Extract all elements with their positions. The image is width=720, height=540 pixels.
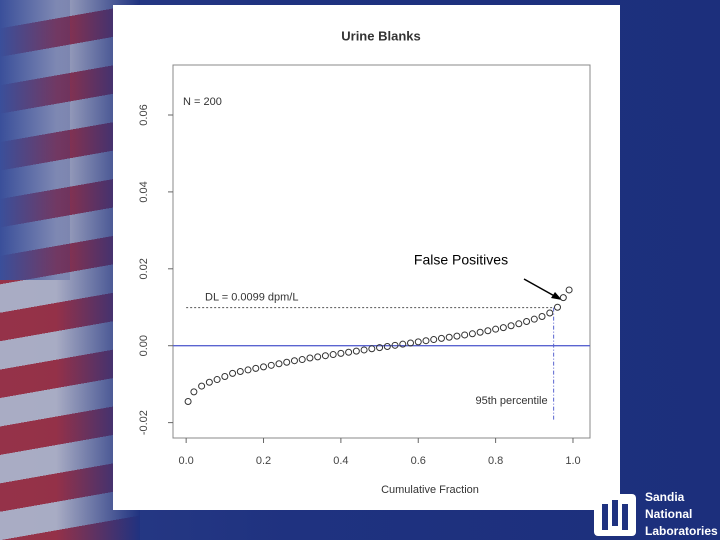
x-tick-label: 0.8 (488, 455, 503, 467)
x-tick-label: 1.0 (565, 455, 580, 467)
y-tick-label: 0.06 (138, 104, 150, 125)
point (205, 378, 213, 386)
x-tick-label: 0.2 (256, 455, 271, 467)
point (184, 397, 192, 405)
point (260, 363, 268, 371)
point (407, 339, 415, 347)
point (321, 352, 329, 360)
point (391, 341, 399, 349)
point (252, 364, 260, 372)
point (445, 333, 453, 341)
y-tick-label: -0.02 (138, 410, 150, 435)
point (337, 349, 345, 357)
point (453, 332, 461, 340)
y-tick-label: 0.04 (138, 181, 150, 202)
chart-title: Urine Blanks (341, 28, 420, 43)
point (383, 342, 391, 350)
y-tick-label: 0.02 (138, 258, 150, 279)
point (360, 346, 368, 354)
n-annotation: N = 200 (183, 96, 222, 108)
point (476, 328, 484, 336)
logo-text: National (645, 507, 692, 521)
point (329, 351, 337, 359)
point (267, 361, 275, 369)
point (437, 334, 445, 342)
point (461, 331, 469, 339)
point (314, 353, 322, 361)
logo-text: Laboratories (645, 524, 718, 538)
detection-limit-label: DL = 0.0099 dpm/L (205, 292, 298, 304)
x-tick-label: 0.4 (333, 455, 348, 467)
point (190, 388, 198, 396)
y-tick-label: 0.00 (138, 335, 150, 356)
logo-text: Sandia (645, 490, 685, 504)
point (298, 356, 306, 364)
point (229, 369, 237, 377)
point (221, 372, 229, 380)
callout-arrowhead (551, 292, 562, 300)
point (484, 327, 492, 335)
point (213, 376, 221, 384)
point (244, 366, 252, 374)
callout-arrow (523, 278, 559, 299)
point (492, 325, 500, 333)
callout-box (398, 250, 524, 272)
point (283, 358, 291, 366)
point (430, 336, 438, 344)
logo-mark (602, 504, 608, 530)
point (538, 312, 546, 320)
point (414, 338, 422, 346)
plot-frame (172, 64, 591, 439)
point (376, 344, 384, 352)
point (422, 337, 430, 345)
point (499, 324, 507, 332)
point (236, 367, 244, 375)
point (198, 382, 206, 390)
percentile-label: 95th percentile (475, 395, 547, 407)
chart-panel (113, 5, 620, 510)
point (368, 345, 376, 353)
x-axis-label: Cumulative Fraction (381, 484, 479, 496)
logo-mark (612, 500, 618, 526)
point (306, 354, 314, 362)
point (523, 317, 531, 325)
point (515, 320, 523, 328)
point (554, 303, 562, 311)
callout-text: False Positives (414, 252, 508, 268)
point (352, 347, 360, 355)
point (468, 330, 476, 338)
logo-mark (622, 504, 628, 530)
x-tick-label: 0.6 (411, 455, 426, 467)
point (559, 294, 567, 302)
point (530, 315, 538, 323)
x-tick-label: 0.0 (179, 455, 194, 467)
point (507, 322, 515, 330)
point (565, 286, 573, 294)
point (546, 309, 554, 317)
point (345, 348, 353, 356)
point (290, 357, 298, 365)
logo: Sandia National Laboratories (594, 490, 718, 538)
point (399, 340, 407, 348)
point (275, 360, 283, 368)
